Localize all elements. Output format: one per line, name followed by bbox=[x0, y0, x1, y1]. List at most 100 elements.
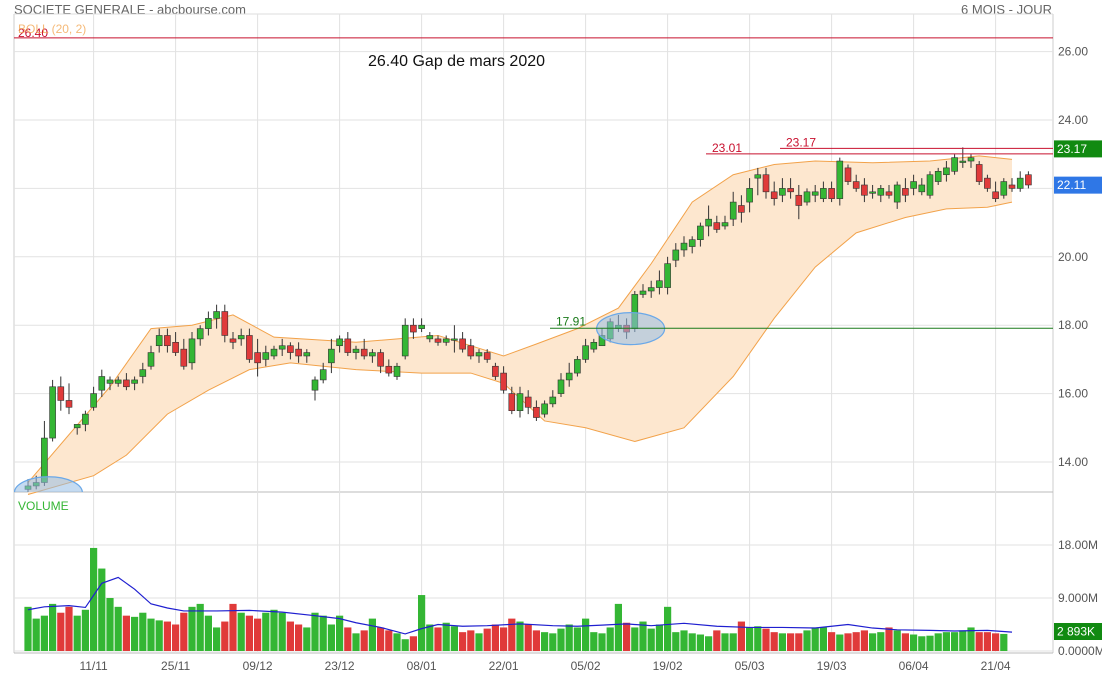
volume-bar bbox=[705, 636, 713, 651]
candle-body bbox=[967, 157, 975, 162]
volume-bar bbox=[975, 632, 983, 651]
volume-bar bbox=[819, 627, 827, 651]
volume-bar bbox=[549, 633, 557, 651]
candle bbox=[639, 284, 647, 298]
volume-bar bbox=[680, 630, 688, 651]
candle-body bbox=[49, 386, 56, 439]
highlight-circle bbox=[14, 476, 83, 492]
volume-bar bbox=[787, 633, 795, 651]
candle bbox=[188, 332, 196, 370]
volume-bar bbox=[623, 622, 631, 651]
volume-bar bbox=[106, 598, 114, 651]
candle bbox=[680, 236, 688, 257]
volume-bar bbox=[295, 624, 303, 651]
volume-bar bbox=[582, 618, 590, 651]
candle-body bbox=[418, 324, 425, 329]
candle bbox=[98, 369, 106, 398]
volume-bar bbox=[844, 633, 852, 651]
candle-body bbox=[459, 338, 466, 350]
candle bbox=[442, 335, 450, 346]
candle bbox=[877, 184, 885, 203]
volume-bar bbox=[508, 618, 516, 651]
candle-body bbox=[393, 365, 401, 377]
candle bbox=[328, 338, 335, 374]
volume-bar bbox=[254, 618, 262, 651]
last-price-badge: 22.11 bbox=[1054, 176, 1102, 194]
candle-body bbox=[434, 338, 442, 343]
volume-bar bbox=[860, 630, 868, 651]
candle bbox=[262, 345, 270, 367]
candle bbox=[820, 181, 827, 203]
volume-badge-bg bbox=[1054, 623, 1102, 640]
chart-title: SOCIETE GENERALE - abcbourse.com bbox=[14, 2, 246, 17]
candle-body bbox=[246, 335, 253, 360]
volume-bar bbox=[483, 628, 491, 651]
candle-body bbox=[697, 225, 704, 241]
candle bbox=[861, 178, 868, 203]
candle bbox=[852, 174, 860, 192]
bollinger-indicator-label: BOLL (20, 2) bbox=[18, 22, 86, 36]
candle bbox=[967, 154, 975, 168]
volume-bar bbox=[967, 627, 975, 651]
volume-bar bbox=[1000, 633, 1008, 651]
volume-bar bbox=[393, 633, 401, 651]
candle bbox=[393, 362, 401, 380]
candle bbox=[49, 379, 56, 442]
candle bbox=[893, 181, 901, 209]
candle bbox=[770, 181, 778, 206]
date-tick-label: 06/04 bbox=[899, 659, 929, 673]
candle bbox=[959, 147, 967, 168]
candle bbox=[836, 157, 844, 206]
volume-bar bbox=[24, 606, 32, 651]
candle-body bbox=[57, 386, 65, 401]
candle-body bbox=[672, 249, 680, 261]
candle-body bbox=[180, 348, 188, 367]
volume-bar bbox=[688, 633, 696, 651]
candle-body bbox=[451, 338, 458, 341]
candle bbox=[565, 362, 573, 387]
resistance-badge: 23.17 bbox=[1054, 140, 1102, 158]
candle-body bbox=[254, 352, 261, 364]
volume-bar bbox=[655, 624, 663, 651]
candle bbox=[90, 386, 97, 411]
candle bbox=[254, 338, 261, 377]
volume-bar bbox=[196, 603, 204, 651]
volume-bar bbox=[237, 612, 245, 651]
candle-body bbox=[590, 341, 598, 350]
candle-body bbox=[811, 191, 819, 196]
volume-bar bbox=[32, 618, 40, 651]
candle-body bbox=[1025, 174, 1032, 186]
volume-bar bbox=[65, 606, 73, 651]
volume-bar bbox=[49, 603, 57, 651]
candle-body bbox=[1016, 177, 1024, 189]
candle-body bbox=[574, 359, 581, 374]
candle-body bbox=[902, 188, 909, 196]
candle-body bbox=[410, 324, 417, 333]
candle-body bbox=[65, 400, 73, 408]
candle bbox=[754, 167, 762, 196]
candle-body bbox=[639, 290, 647, 295]
price-tick-label: 26.00 bbox=[1058, 45, 1088, 59]
volume-bar bbox=[114, 606, 122, 651]
candle-body bbox=[533, 406, 540, 418]
candle-body bbox=[910, 181, 917, 189]
volume-bar bbox=[672, 632, 680, 651]
candle-body bbox=[319, 369, 327, 381]
candle-body bbox=[959, 160, 967, 163]
volume-bar bbox=[434, 627, 442, 651]
candle bbox=[738, 195, 745, 223]
candle-body bbox=[943, 167, 950, 176]
candle bbox=[82, 410, 89, 432]
volume-bar bbox=[828, 632, 836, 651]
resistance-badge-bg bbox=[1054, 140, 1102, 158]
candle-body bbox=[377, 352, 384, 367]
candle-body bbox=[73, 424, 81, 429]
candle-body bbox=[524, 396, 532, 408]
volume-bar bbox=[573, 627, 581, 651]
volume-bar bbox=[131, 616, 139, 651]
bollinger-lower-line bbox=[27, 201, 1013, 495]
candle-body bbox=[90, 393, 97, 408]
date-tick-label: 19/03 bbox=[817, 659, 847, 673]
candle bbox=[926, 171, 934, 199]
candle-body bbox=[926, 174, 934, 196]
